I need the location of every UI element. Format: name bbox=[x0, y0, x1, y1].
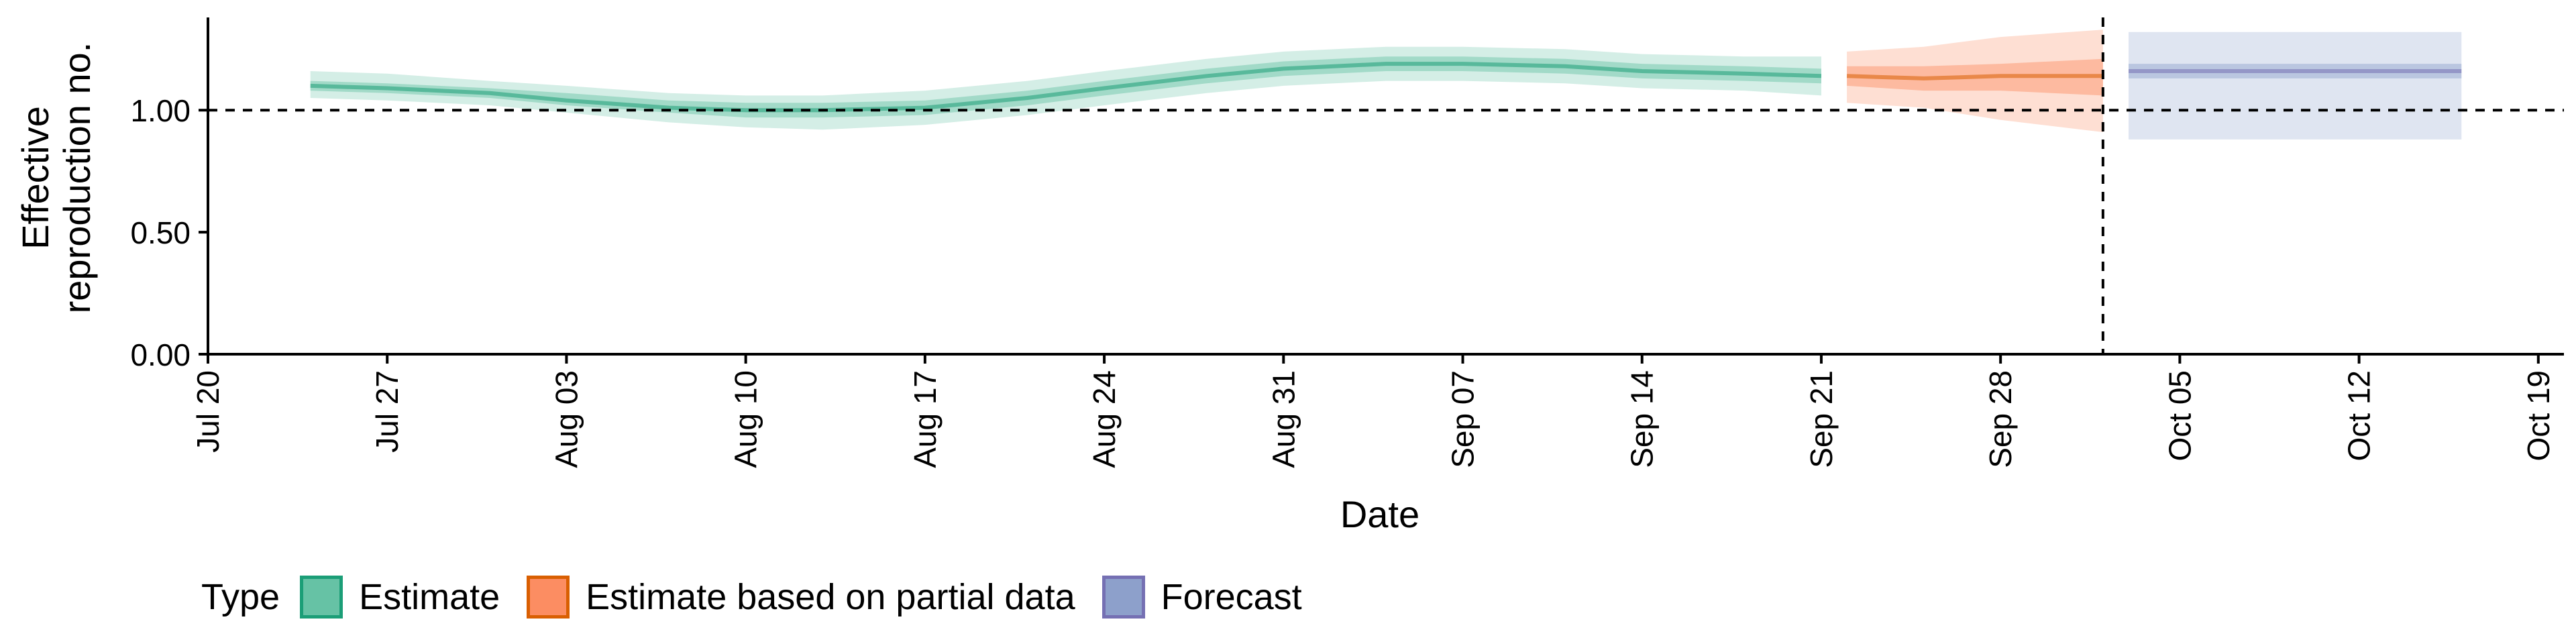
x-tick-label-4: Aug 17 bbox=[908, 370, 943, 468]
x-tick-label-5: Aug 24 bbox=[1087, 370, 1122, 468]
legend-label-2: Forecast bbox=[1161, 577, 1302, 617]
legend-items: Estimate Estimate based on partial data Fo… bbox=[300, 576, 1329, 619]
legend-item-2: Forecast bbox=[1102, 576, 1302, 619]
series-1 bbox=[1847, 30, 2103, 133]
series-0-interval-50 bbox=[310, 56, 1822, 118]
x-tick-label-0: Jul 20 bbox=[191, 370, 225, 453]
x-tick-label-6: Aug 31 bbox=[1266, 370, 1301, 468]
legend-key-1 bbox=[527, 576, 570, 619]
series-2 bbox=[2129, 32, 2462, 140]
series-2-interval-90 bbox=[2129, 32, 2462, 140]
x-tick-label-12: Oct 12 bbox=[2342, 370, 2377, 462]
x-tick-label-3: Aug 10 bbox=[729, 370, 763, 468]
y-tick-label-0: 0.00 bbox=[130, 337, 191, 372]
reference-lines bbox=[208, 17, 2564, 354]
y-tick-label-1: 0.50 bbox=[130, 215, 191, 250]
legend-key-0 bbox=[300, 576, 343, 619]
legend: Type Estimate Estimate based on partial d… bbox=[201, 576, 1329, 619]
x-tick-label-7: Sep 07 bbox=[1446, 370, 1481, 468]
legend-item-1: Estimate based on partial data bbox=[527, 576, 1075, 619]
x-tick-label-2: Aug 03 bbox=[549, 370, 584, 468]
x-tick-label-10: Sep 28 bbox=[1983, 370, 2018, 468]
series-1-median-line bbox=[1847, 74, 2103, 80]
axes: 0.00 0.50 1.00 Jul 20 Jul 27 Aug 03 Aug 10 Aug … bbox=[130, 17, 2564, 468]
x-tick-label-8: Sep 14 bbox=[1625, 370, 1660, 468]
legend-title: Type bbox=[201, 577, 280, 617]
legend-label-1: Estimate based on partial data bbox=[586, 577, 1075, 617]
x-tick-label-13: Oct 19 bbox=[2521, 370, 2556, 462]
x-tick-label-11: Oct 05 bbox=[2162, 370, 2197, 462]
x-tick-label-1: Jul 27 bbox=[370, 370, 405, 453]
x-axis-title: Date bbox=[1340, 493, 1419, 535]
legend-key-2 bbox=[1102, 576, 1145, 619]
legend-item-0: Estimate bbox=[300, 576, 500, 619]
y-tick-label-2: 1.00 bbox=[130, 93, 191, 128]
series-0-median-line bbox=[310, 62, 1822, 113]
series-1-interval-90 bbox=[1847, 30, 2103, 133]
series-bands bbox=[310, 30, 2462, 140]
x-tick-label-9: Sep 21 bbox=[1804, 370, 1839, 468]
legend-label-0: Estimate bbox=[359, 577, 500, 617]
y-axis-title-line-1: Effective bbox=[14, 106, 56, 250]
y-axis-title-line-2: reproduction no. bbox=[56, 42, 98, 314]
series-0 bbox=[310, 46, 1822, 130]
